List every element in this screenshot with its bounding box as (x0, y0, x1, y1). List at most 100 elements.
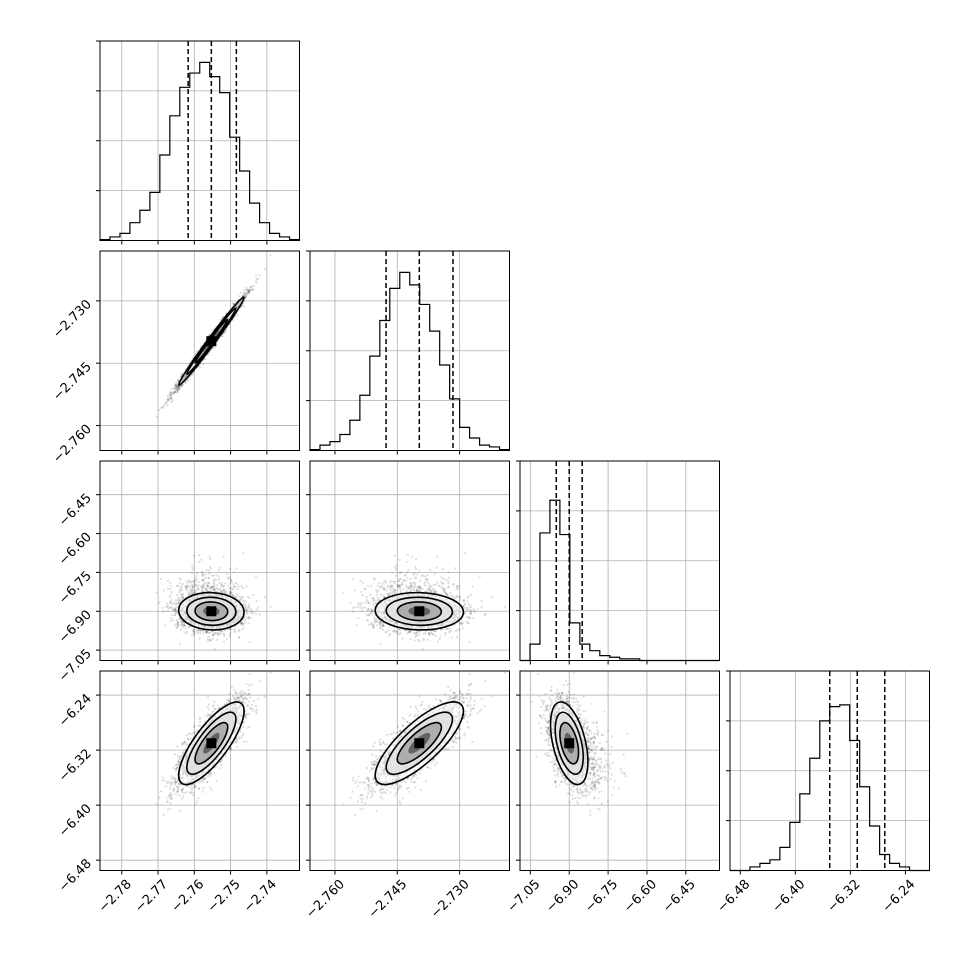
sample-point (191, 564, 194, 567)
sample-point (202, 579, 205, 583)
sample-point (206, 585, 209, 588)
sample-point (201, 571, 204, 574)
sample-point (211, 634, 214, 637)
sample-point (209, 567, 213, 570)
sample-point (206, 581, 209, 584)
sample-point (188, 592, 191, 595)
sample-point (185, 586, 188, 589)
panel-frame-1-0 (99, 250, 300, 451)
sample-point (229, 591, 232, 594)
sample-point (174, 609, 177, 612)
sample-point (183, 631, 186, 634)
sample-point (221, 316, 224, 319)
sample-point (236, 314, 239, 317)
sample-point (180, 596, 183, 599)
sample-point (237, 630, 240, 633)
sample-point (257, 277, 260, 280)
sample-point (249, 288, 252, 291)
sample-point (248, 289, 251, 293)
sample-point (205, 586, 208, 589)
sample-point (207, 584, 210, 588)
sample-point (231, 588, 234, 591)
sample-point (246, 608, 249, 612)
sample-point (188, 580, 191, 583)
sample-point (166, 579, 169, 583)
sample-point (246, 289, 249, 292)
histogram-1 (309, 271, 511, 451)
sample-point (190, 589, 193, 592)
density-peak-1-0 (206, 336, 217, 347)
sample-point (174, 390, 177, 393)
sample-point (174, 384, 177, 387)
sample-point (231, 302, 235, 305)
sample-point (243, 600, 246, 603)
sample-point (169, 396, 172, 399)
sample-point (239, 597, 242, 600)
sample-point (170, 392, 173, 395)
sample-point (211, 329, 214, 332)
sample-point (176, 386, 180, 389)
sample-point (254, 274, 258, 277)
sample-point (237, 295, 241, 298)
sample-point (229, 568, 232, 571)
sample-point (249, 286, 252, 289)
sample-point (172, 391, 176, 394)
sample-point (191, 568, 194, 571)
sample-point (166, 398, 169, 401)
sample-point (172, 619, 175, 622)
sample-point (201, 585, 204, 588)
sample-point (195, 589, 198, 592)
sample-point (244, 293, 247, 296)
sample-point (178, 601, 181, 604)
sample-point (225, 637, 229, 641)
sample-point (230, 580, 233, 584)
sample-point (210, 585, 214, 588)
panel-1-1 (306, 250, 511, 455)
sample-point (193, 630, 196, 633)
sample-point (209, 558, 212, 561)
sample-point (244, 294, 247, 297)
sample-point (233, 596, 236, 599)
sample-point (258, 613, 261, 616)
sample-point (232, 585, 235, 588)
sample-point (205, 631, 208, 634)
sample-point (223, 629, 226, 632)
sample-point (184, 381, 187, 384)
sample-point (207, 582, 210, 585)
sample-point (209, 586, 212, 589)
sample-point (219, 566, 222, 569)
sample-point (197, 581, 200, 584)
sample-point (206, 583, 209, 586)
sample-point (213, 631, 216, 635)
sample-point (166, 399, 169, 402)
sample-point (202, 632, 205, 635)
sample-point (172, 388, 175, 391)
sample-point (248, 291, 251, 294)
sample-point (190, 592, 194, 595)
sample-point (230, 627, 233, 631)
sample-point (187, 581, 190, 584)
sample-point (163, 402, 167, 405)
sample-point (242, 596, 245, 599)
sample-point (244, 291, 248, 294)
sample-point (196, 629, 199, 632)
sample-point (181, 620, 184, 623)
sample-point (233, 571, 236, 574)
sample-point (194, 577, 197, 580)
sample-point (224, 330, 227, 333)
sample-point (246, 612, 249, 615)
sample-point (176, 388, 179, 391)
sample-point (250, 611, 253, 615)
sample-point (269, 254, 272, 257)
sample-point (250, 285, 253, 288)
sample-point (216, 633, 219, 637)
sample-point (205, 589, 208, 592)
sample-point (169, 391, 172, 394)
sample-point (222, 555, 225, 558)
sample-point (213, 579, 216, 582)
sample-point (159, 577, 163, 581)
sample-point (244, 605, 247, 608)
sample-point (213, 647, 216, 651)
sample-point (198, 560, 201, 563)
sample-point (175, 384, 178, 387)
